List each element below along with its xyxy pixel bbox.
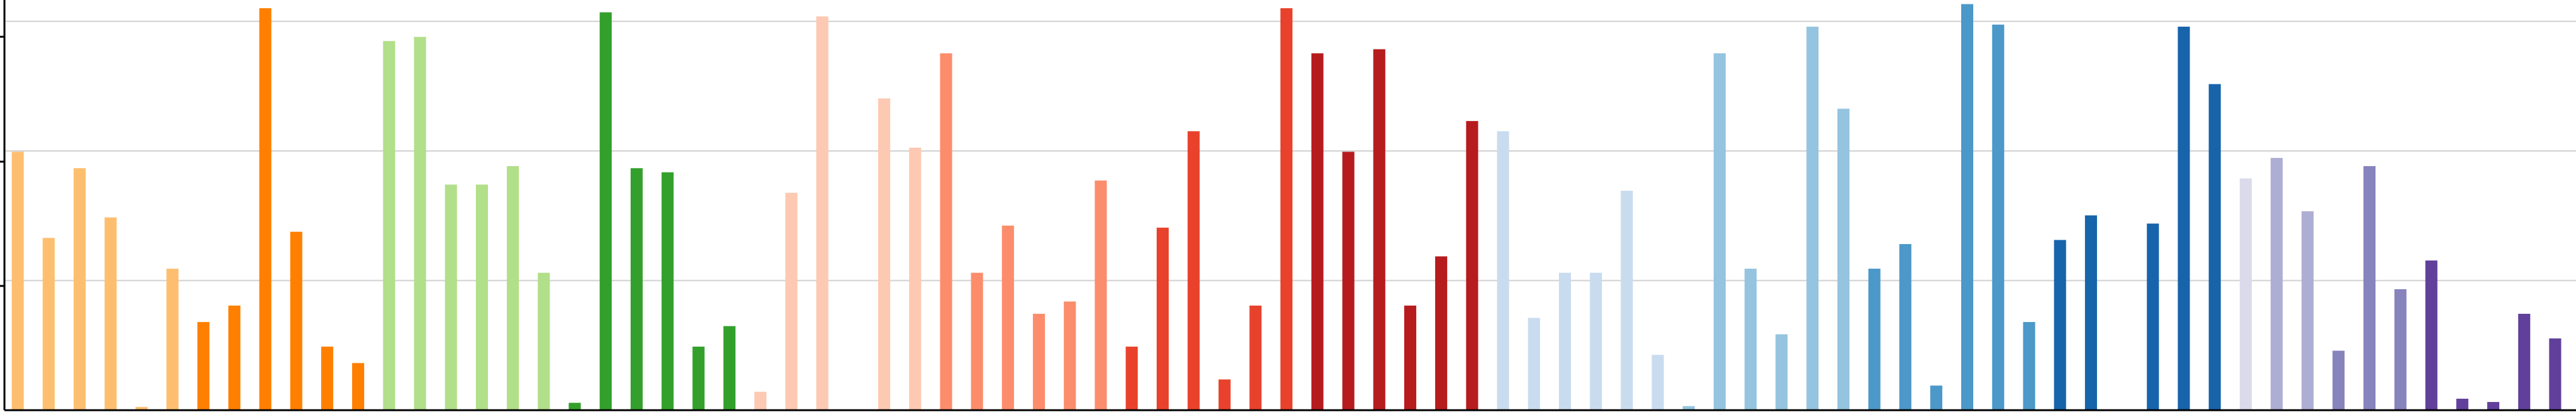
bar xyxy=(1094,180,1107,410)
bar xyxy=(2054,240,2067,410)
bar xyxy=(2487,402,2500,410)
bar xyxy=(2239,178,2252,410)
bar xyxy=(74,168,86,410)
bar xyxy=(1930,385,1943,410)
bar xyxy=(2301,211,2314,410)
bar xyxy=(692,346,705,410)
bar xyxy=(1589,273,1602,410)
bar xyxy=(537,273,550,410)
bar xyxy=(1126,346,1138,410)
bar xyxy=(1497,131,1509,411)
bar xyxy=(445,184,457,410)
bar xyxy=(1806,27,1819,411)
bar-series xyxy=(11,4,2561,411)
bar xyxy=(630,168,643,410)
bar xyxy=(11,152,24,410)
bar xyxy=(1559,273,1571,410)
bar xyxy=(2178,27,2190,411)
bar xyxy=(1466,120,1478,410)
bar xyxy=(1187,131,1200,411)
bar xyxy=(2549,338,2561,410)
bar xyxy=(1961,4,1974,411)
bar xyxy=(321,346,334,410)
bar xyxy=(1652,354,1664,410)
bar xyxy=(1744,268,1757,410)
bar xyxy=(1683,406,1695,410)
bar xyxy=(476,184,489,410)
bar xyxy=(2425,260,2438,410)
bar xyxy=(2146,223,2159,410)
bar xyxy=(940,53,952,411)
bar xyxy=(1311,53,1324,411)
bar xyxy=(1063,301,1076,410)
bar xyxy=(754,391,766,410)
bar xyxy=(971,273,983,410)
bar xyxy=(1435,256,1447,411)
bar xyxy=(816,16,829,410)
bar xyxy=(197,321,210,410)
bar xyxy=(414,37,426,411)
bar xyxy=(2332,351,2345,410)
bar xyxy=(909,147,921,411)
bar xyxy=(1899,243,1912,410)
bar xyxy=(352,363,364,410)
bar xyxy=(2270,158,2283,410)
bar xyxy=(383,41,395,410)
bar xyxy=(1992,24,2004,410)
bar xyxy=(1868,268,1881,410)
bar xyxy=(290,231,303,410)
bar xyxy=(2456,398,2469,410)
bar xyxy=(1373,49,1386,410)
bar xyxy=(878,98,891,410)
bar xyxy=(661,172,674,410)
bar xyxy=(2023,321,2035,410)
bar xyxy=(2394,289,2407,410)
bar xyxy=(104,217,117,410)
bar xyxy=(43,238,55,410)
bar xyxy=(568,403,581,410)
bar xyxy=(785,193,798,410)
bar xyxy=(259,8,272,410)
bar xyxy=(2209,84,2221,410)
bar xyxy=(1032,313,1045,410)
bar xyxy=(2363,166,2376,410)
bar xyxy=(600,12,612,411)
bar xyxy=(723,326,736,410)
bar xyxy=(1280,8,1293,410)
bar xyxy=(1713,53,1726,411)
bar xyxy=(1156,228,1169,410)
bar xyxy=(2518,313,2530,410)
bar xyxy=(2085,215,2098,410)
bar xyxy=(1218,379,1231,410)
bar xyxy=(1775,334,1788,410)
bar xyxy=(1002,225,1015,410)
bar xyxy=(1249,306,1262,410)
bar xyxy=(1342,152,1355,410)
bar xyxy=(228,306,240,410)
bar xyxy=(166,268,179,410)
bar xyxy=(1620,190,1633,410)
bar xyxy=(1404,306,1417,410)
bar xyxy=(506,166,519,410)
bar xyxy=(1528,318,1541,410)
bar xyxy=(1837,108,1850,410)
bar xyxy=(135,406,148,410)
